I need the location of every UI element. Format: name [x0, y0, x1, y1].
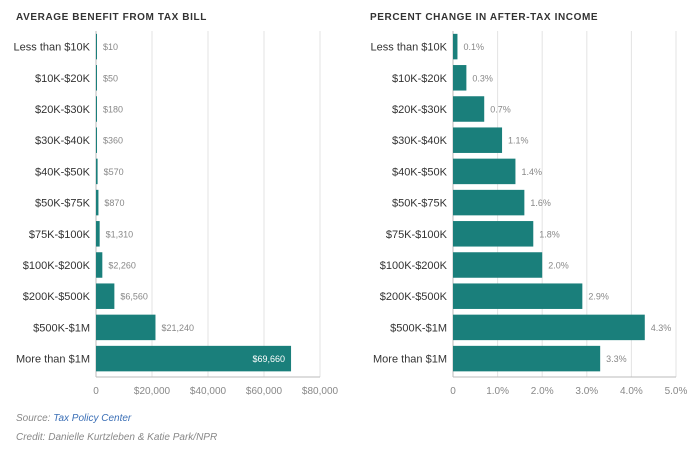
income-change-x-tick-label: 0 [450, 386, 456, 397]
income-change-bar [453, 127, 503, 153]
income-change-value-label: 3.3% [606, 354, 627, 364]
source-line: Source: Tax Policy Center [16, 413, 131, 424]
income-change-category-label: $100K-$200K [380, 260, 448, 272]
benefit-category-label: $10K-$20K [35, 73, 91, 85]
income-change-category-label: $20K-$30K [392, 104, 448, 116]
benefit-x-tick-label: 0 [93, 386, 99, 397]
credit-line: Credit: Danielle Kurtzleben & Katie Park… [16, 432, 218, 443]
benefit-value-label: $10 [103, 42, 118, 52]
income-change-x-tick-label: 5.0% [665, 386, 688, 397]
income-change-value-label: 0.7% [490, 105, 511, 115]
income-change-chart-title: PERCENT CHANGE IN AFTER-TAX INCOME [370, 12, 598, 23]
benefit-category-label: More than $1M [16, 354, 90, 366]
benefit-x-tick-label: $60,000 [246, 386, 283, 397]
income-change-bar [453, 33, 458, 60]
income-change-x-tick-label: 1.0% [486, 386, 509, 397]
benefit-x-tick-label: $80,000 [302, 386, 339, 397]
benefit-category-label: $30K-$40K [35, 135, 91, 147]
income-change-category-label: $500K-$1M [390, 322, 447, 334]
benefit-category-label: Less than $10K [14, 42, 91, 54]
income-change-category-label: $30K-$40K [392, 135, 448, 147]
benefit-category-label: $40K-$50K [35, 166, 91, 178]
benefit-bar [96, 314, 156, 341]
benefit-value-label: $6,560 [120, 292, 148, 302]
income-change-category-label: More than $1M [373, 354, 447, 366]
income-change-category-label: $75K-$100K [386, 229, 448, 241]
benefit-bar [96, 345, 292, 372]
income-change-bar [453, 314, 645, 341]
income-change-bar [453, 158, 516, 185]
source-prefix: Source: [16, 413, 51, 424]
benefit-category-label: $50K-$75K [35, 198, 91, 210]
income-change-x-tick-label: 2.0% [531, 386, 554, 397]
benefit-category-label: $200K-$500K [23, 291, 91, 303]
benefit-bar [96, 96, 97, 122]
benefit-category-label: $75K-$100K [29, 229, 91, 241]
income-change-bar [453, 189, 525, 216]
benefit-value-label: $50 [103, 73, 118, 83]
income-change-value-label: 4.3% [651, 323, 672, 333]
income-change-value-label: 2.0% [548, 261, 569, 271]
benefit-category-label: $100K-$200K [23, 260, 91, 272]
income-change-bar [453, 345, 601, 372]
source-link[interactable]: Tax Policy Center [53, 413, 132, 424]
income-change-value-label: 1.8% [539, 229, 560, 239]
benefit-value-label: $870 [104, 198, 124, 208]
benefit-value-label: $180 [103, 105, 123, 115]
benefit-bar [96, 33, 97, 60]
benefit-chart-title: AVERAGE BENEFIT FROM TAX BILL [16, 12, 207, 23]
income-change-bar [453, 96, 485, 122]
benefit-bar [96, 189, 99, 216]
income-change-value-label: 1.4% [521, 167, 542, 177]
income-change-bar [453, 252, 543, 278]
income-change-bar [453, 283, 583, 309]
income-change-category-label: $40K-$50K [392, 166, 448, 178]
benefit-bar [96, 283, 115, 309]
benefit-bar [96, 158, 98, 185]
income-change-x-tick-label: 4.0% [620, 386, 643, 397]
benefit-value-label: $360 [103, 136, 123, 146]
income-change-x-tick-label: 3.0% [575, 386, 598, 397]
income-change-category-label: $10K-$20K [392, 73, 448, 85]
income-change-value-label: 0.1% [463, 42, 484, 52]
income-change-category-label: Less than $10K [371, 42, 448, 54]
benefit-value-label: $570 [104, 167, 124, 177]
benefit-bar [96, 65, 97, 91]
income-change-value-label: 1.1% [508, 136, 529, 146]
income-change-value-label: 2.9% [588, 292, 609, 302]
benefit-value-label: $2,260 [108, 261, 136, 271]
income-change-category-label: $50K-$75K [392, 198, 448, 210]
income-change-category-label: $200K-$500K [380, 291, 448, 303]
benefit-category-label: $20K-$30K [35, 104, 91, 116]
benefit-x-tick-label: $20,000 [134, 386, 171, 397]
benefit-x-tick-label: $40,000 [190, 386, 227, 397]
benefit-value-label: $1,310 [106, 229, 134, 239]
income-change-value-label: 1.6% [530, 198, 551, 208]
benefit-value-label: $21,240 [161, 323, 194, 333]
benefit-bar [96, 127, 98, 153]
income-change-value-label: 0.3% [472, 73, 493, 83]
income-change-bar [453, 221, 534, 247]
benefit-bar [96, 252, 103, 278]
income-change-bar [453, 65, 467, 91]
benefit-bar [96, 221, 100, 247]
benefit-category-label: $500K-$1M [33, 322, 90, 334]
benefit-value-label: $69,660 [253, 354, 286, 364]
